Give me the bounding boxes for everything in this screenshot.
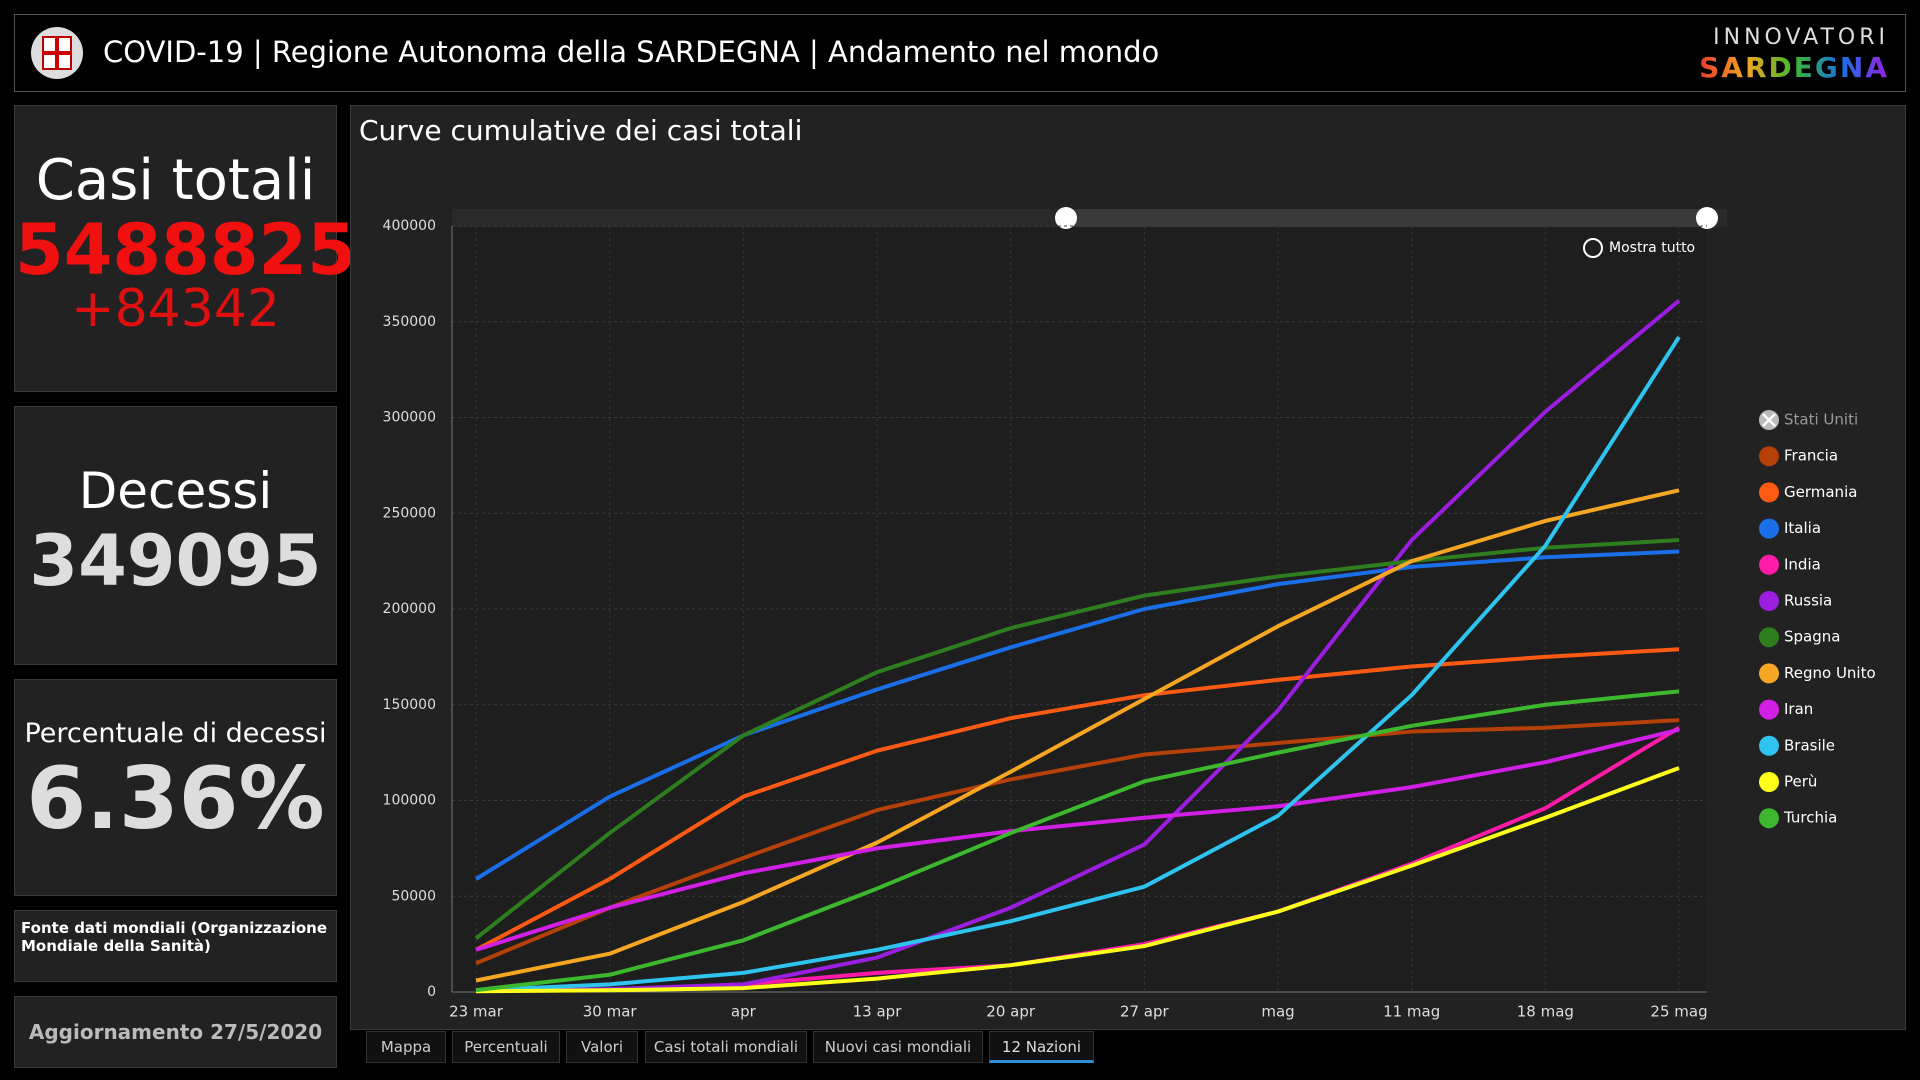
series-line <box>474 538 1680 940</box>
legend-swatch <box>1759 735 1779 756</box>
zoom-handle <box>1696 207 1718 229</box>
x-tick-label: 27 apr <box>1120 1003 1170 1021</box>
y-tick-label: 100000 <box>383 793 436 809</box>
zoom-icon <box>1583 238 1603 258</box>
y-tick-label: 0 <box>427 984 436 1000</box>
legend-hidden-mark <box>1762 413 1776 427</box>
logo-top: INNOVATORI <box>1713 25 1889 50</box>
tab[interactable]: 12 Nazioni <box>989 1031 1094 1063</box>
legend-label: Perù <box>1784 773 1817 791</box>
legend-swatch <box>1759 482 1779 503</box>
update-text: Aggiornamento 27/5/2020 <box>28 1020 323 1044</box>
legend-label: India <box>1784 555 1821 573</box>
y-tick-label: 300000 <box>383 410 436 426</box>
x-tick-label: apr <box>731 1003 757 1021</box>
legend-swatch <box>1759 663 1779 684</box>
series-line <box>475 299 1681 994</box>
legend-label: Russia <box>1784 592 1832 610</box>
source-text: Fonte dati mondiali (Organizzazione Mond… <box>21 919 327 955</box>
cases-title: Casi totali <box>35 148 316 213</box>
y-tick-label: 150000 <box>383 697 436 713</box>
deaths-title: Decessi <box>78 462 273 520</box>
y-tick-label: 400000 <box>383 218 436 234</box>
legend-label: Spagna <box>1784 628 1840 646</box>
x-tick-label: 11 mag <box>1383 1003 1440 1021</box>
series-line <box>475 727 1680 952</box>
y-tick-label: 200000 <box>383 601 436 617</box>
cases-value: 5488825 <box>15 209 356 291</box>
header: COVID-19 | Regione Autonoma della SARDEG… <box>14 14 1906 92</box>
legend-label: Iran <box>1784 700 1813 718</box>
chart-panel: Curve cumulative dei casi totali Mostra … <box>350 105 1906 1030</box>
legend-swatch <box>1759 627 1779 648</box>
x-tick-label: 20 apr <box>986 1003 1036 1021</box>
chart: Curve cumulative dei casi totali Mostra … <box>359 114 1876 1021</box>
rate-title: Percentuale di decessi <box>24 718 327 749</box>
header-title: COVID-19 | Regione Autonoma della SARDEG… <box>103 35 1160 69</box>
x-tick-label: 13 apr <box>853 1003 903 1021</box>
series-line <box>475 488 1680 983</box>
series-line <box>475 689 1680 993</box>
cases-delta: +84342 <box>71 279 280 339</box>
x-tick-label: 23 mar <box>449 1003 504 1021</box>
logo-crest <box>31 27 83 79</box>
legend-swatch <box>1759 772 1779 792</box>
legend-swatch <box>1759 591 1779 611</box>
legend-label: Brasile <box>1784 736 1835 754</box>
x-tick-label: mag <box>1261 1003 1294 1021</box>
zoom-range <box>1066 209 1707 227</box>
legend-label: Italia <box>1784 519 1821 537</box>
tab[interactable]: Nuovi casi mondiali <box>813 1031 983 1063</box>
y-tick-label: 350000 <box>383 314 436 330</box>
rate-panel: Percentuale di decessi 6.36% <box>14 679 337 896</box>
x-tick-label: 30 mar <box>583 1003 638 1021</box>
legend-label: Germania <box>1784 483 1857 501</box>
series-line <box>474 549 1680 881</box>
legend-swatch <box>1759 446 1779 467</box>
cases-panel: Casi totali 5488825 +84342 <box>14 105 356 392</box>
legend-label: Turchia <box>1783 809 1837 827</box>
legend-label: Regno Unito <box>1784 664 1876 682</box>
chart-title: Curve cumulative dei casi totali <box>359 114 802 147</box>
x-tick-label: 25 mag <box>1650 1003 1707 1021</box>
tab[interactable]: Casi totali mondiali <box>645 1031 807 1063</box>
series-line <box>475 718 1680 966</box>
legend-swatch <box>1759 808 1779 829</box>
update-panel: Aggiornamento 27/5/2020 <box>14 996 337 1068</box>
series-line <box>475 647 1680 952</box>
source-panel: Fonte dati mondiali (Organizzazione Mond… <box>14 910 337 982</box>
rate-value: 6.36% <box>26 749 325 849</box>
y-tick-label: 50000 <box>391 888 436 904</box>
zoom-label: Mostra tutto <box>1609 240 1695 256</box>
series-line <box>475 766 1680 994</box>
tab[interactable]: Mappa <box>366 1031 446 1063</box>
tab[interactable]: Valori <box>566 1031 638 1063</box>
deaths-panel: Decessi 349095 <box>14 406 337 665</box>
deaths-value: 349095 <box>29 520 322 602</box>
legend-swatch <box>1759 699 1779 720</box>
logo-bottom: SARDEGNA <box>1699 51 1889 84</box>
legend-swatch <box>1759 554 1779 575</box>
tab[interactable]: Percentuali <box>452 1031 560 1063</box>
zoom-handle <box>1055 207 1077 229</box>
legend-label: Stati Uniti <box>1784 411 1858 429</box>
legend-swatch <box>1759 518 1779 539</box>
x-tick-label: 18 mag <box>1517 1003 1574 1021</box>
y-tick-label: 250000 <box>383 505 436 521</box>
series-line <box>475 335 1681 993</box>
legend-label: Francia <box>1784 447 1838 465</box>
